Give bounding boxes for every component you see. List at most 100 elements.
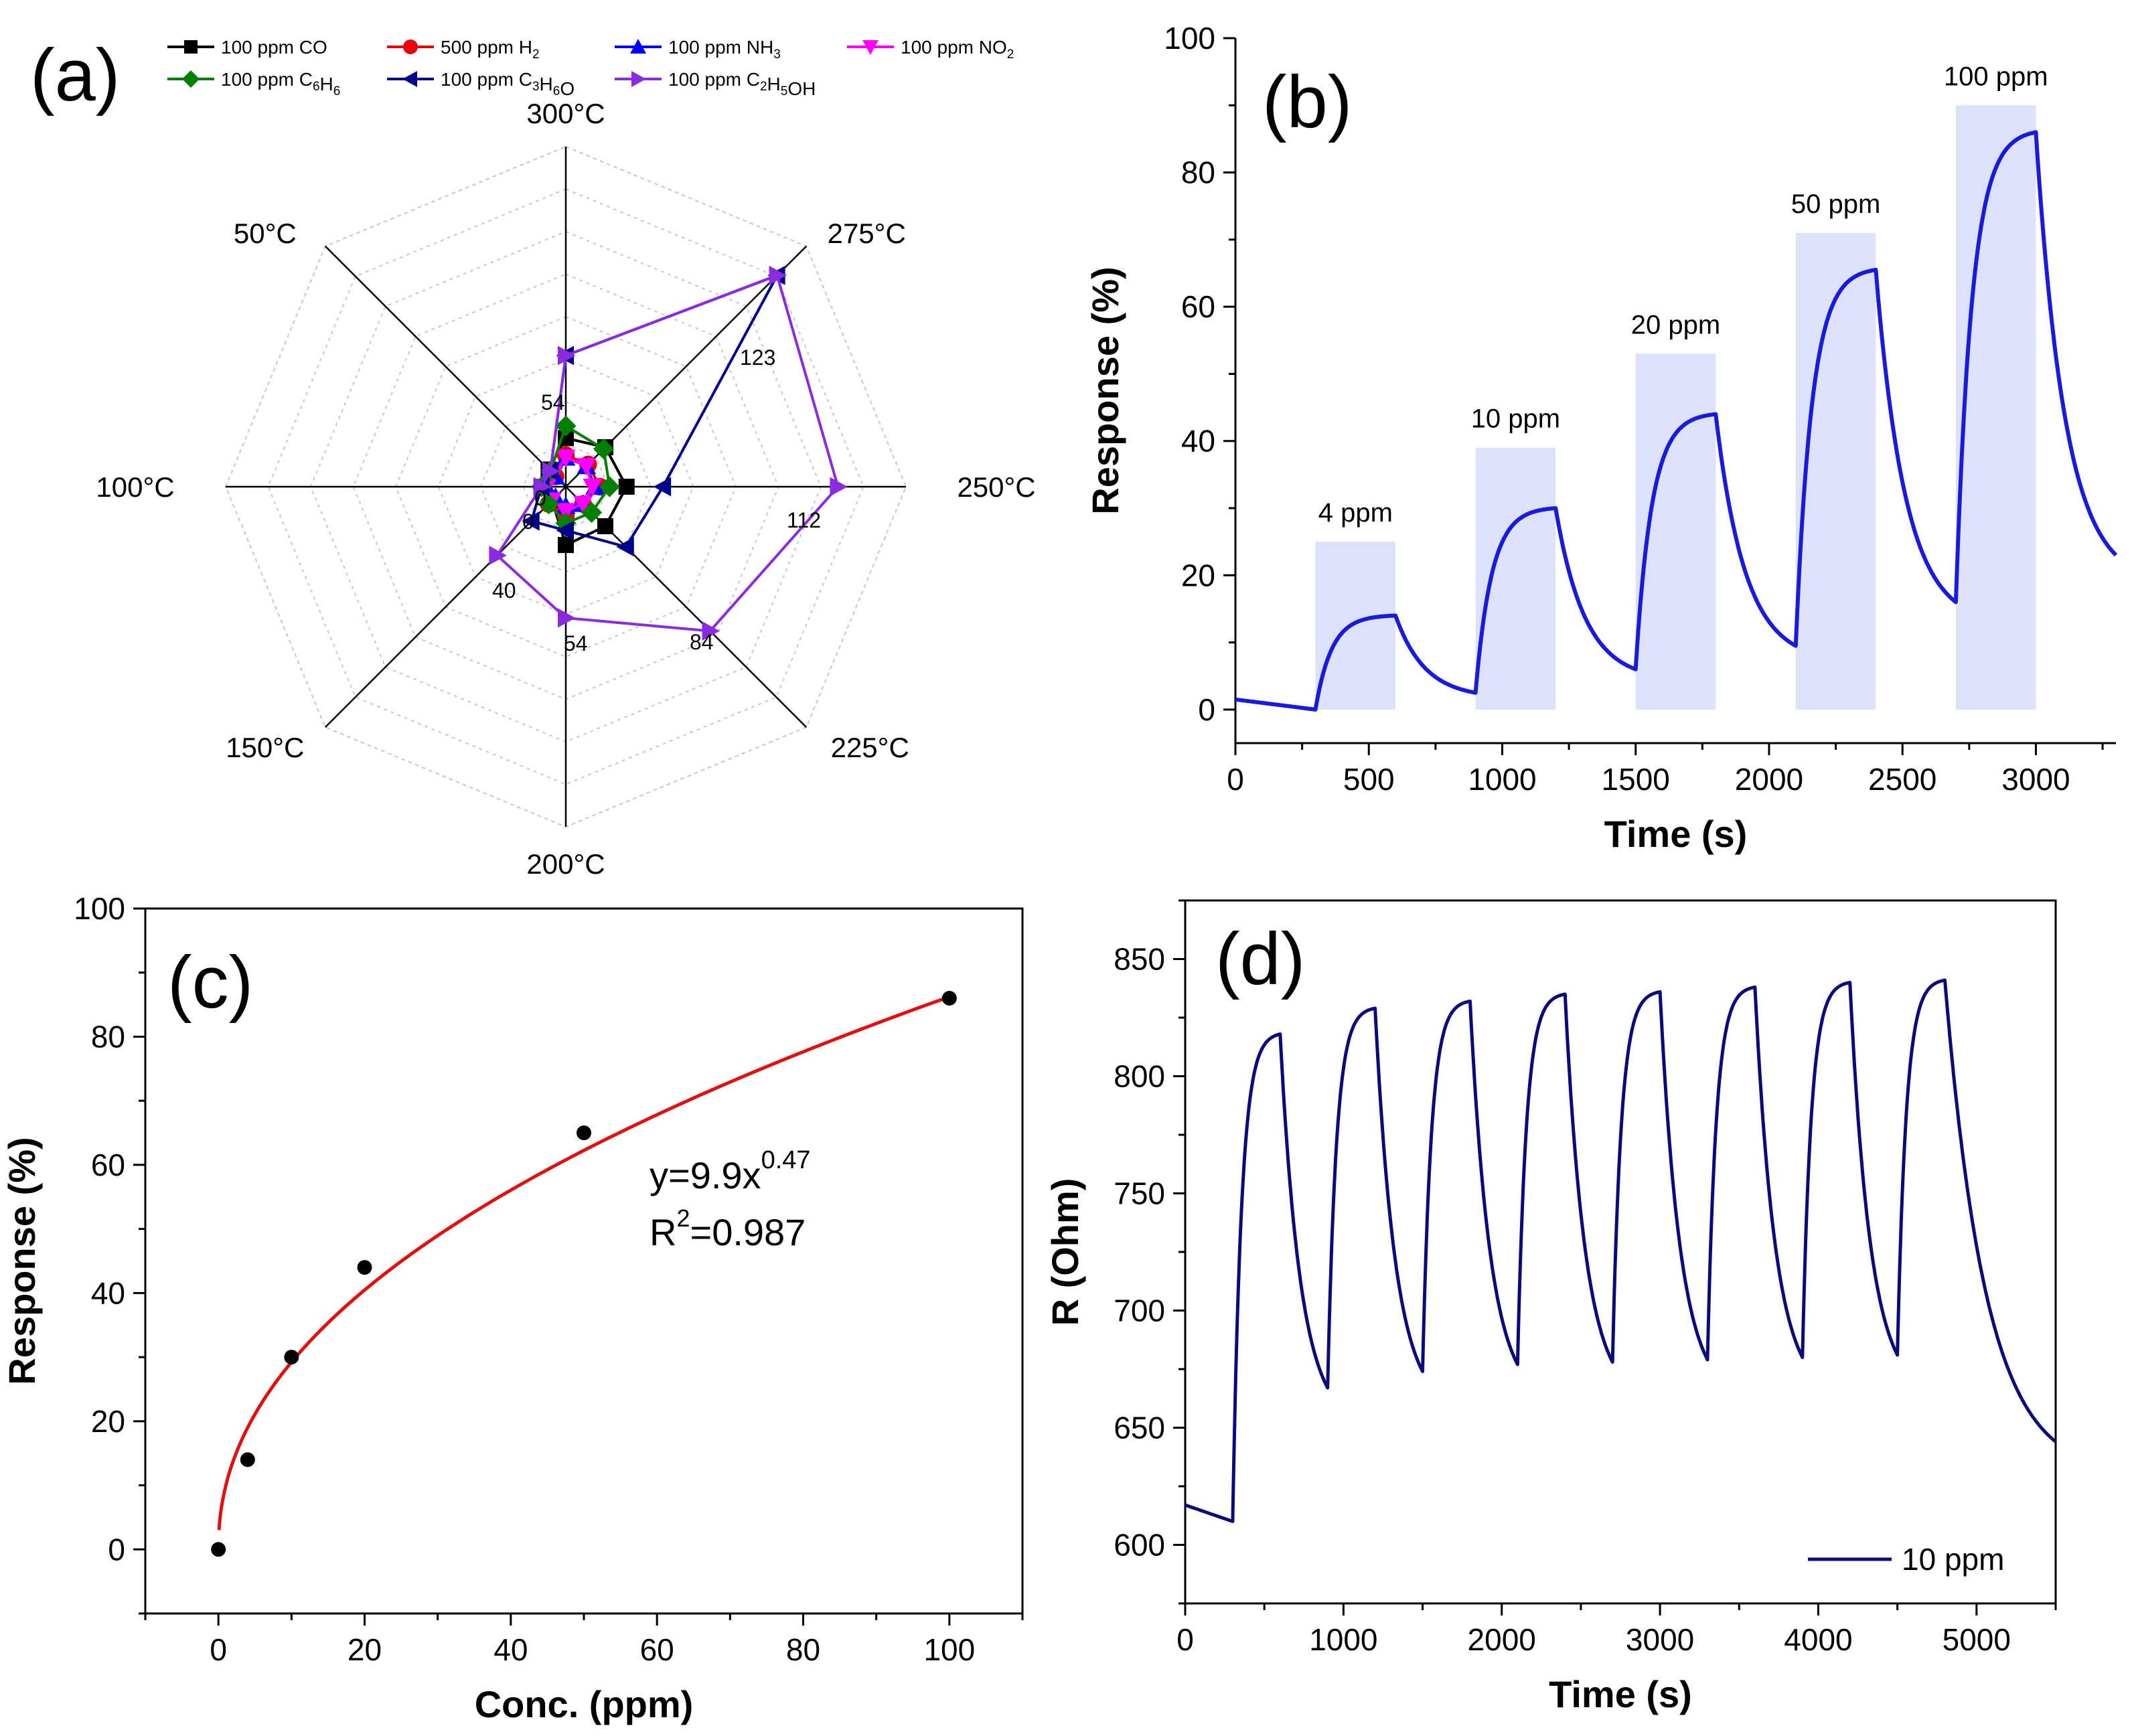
panel-d-resistance-curve [1185,978,2057,1523]
legend-tspan: H [320,74,333,94]
legend-tspan: 2 [760,80,767,94]
legend-marker [630,39,646,54]
x-tick-label: 0 [210,1632,227,1667]
legend-entry: 100 ppm CO [221,37,327,58]
radar-annotation: 0 [534,486,546,510]
x-axis-title: Time (s) [1604,813,1748,855]
x-tick-label: 0 [1176,1622,1194,1657]
radar-marker [522,511,540,531]
y-tick-label: 600 [1114,1528,1165,1563]
legend-tspan: 100 ppm NH [668,37,773,58]
exposure-band [1475,447,1556,710]
radar-spoke [324,245,566,487]
panel-b-exposure-bands [1315,105,2036,710]
legend-tspan: OH [787,78,816,99]
panel-b-letter: (b) [1262,61,1352,143]
panel-b-axes: 0 500 1000 1500 2000 2500 3000 0 20 40 60 80 100 Time… [1084,21,2116,855]
exposure-band [1955,105,2036,710]
x-tick-label: 500 [1343,762,1395,797]
x-tick-label: 4000 [1784,1622,1852,1657]
y-tick-label: 20 [91,1404,125,1439]
concentration-label: 4 ppm [1318,498,1393,528]
legend-entry: 100 ppm NH3 [668,37,781,62]
radar-grid-ring [267,188,864,785]
radar-axis-label: 250°C [957,471,1035,503]
plot-frame [1184,899,2057,1605]
legend-tspan: H [540,74,553,94]
radar-marker [542,461,560,481]
legend-tspan: 500 ppm H [441,37,532,58]
panel-a: (a) 300°C275°C250°C225°C200°C150°C100°C5… [30,34,1036,880]
radar-axis-label: 50°C [234,218,297,249]
y-tick-label: 60 [1181,289,1215,324]
legend-marker [402,71,417,87]
panel-d-axes: 0 1000 2000 3000 4000 5000 600 650 700 750 800 850 T… [1044,899,2057,1715]
legend-entry: 100 ppm NO2 [901,37,1014,62]
radar-marker [769,266,787,285]
legend-marker [631,71,646,87]
radar-spoke [324,486,566,728]
y-axis-title: R (Ohm) [1044,1178,1086,1326]
radar-marker [830,477,848,497]
panel-c-letter: (c) [167,941,253,1024]
concentration-label: 20 ppm [1631,310,1720,339]
radar-axis-label: 100°C [96,471,174,503]
radar-marker [653,477,672,497]
x-tick-label: 1000 [1468,762,1536,797]
legend-tspan: 100 ppm C [668,69,760,90]
y-tick-label: 80 [91,1019,125,1054]
radar-annotation: 84 [690,630,714,654]
y-axis-title: Response (%) [1,1137,43,1385]
radar-grid [224,145,907,828]
response-curve [1235,130,2118,712]
radar-marker [599,476,620,497]
legend-tspan: 5 [781,84,788,98]
x-tick-label: 2000 [1735,762,1803,797]
concentration-label: 50 ppm [1791,189,1880,219]
data-point [284,1350,299,1365]
panel-b: 0 500 1000 1500 2000 2500 3000 0 20 40 60 80 100 Time… [1084,21,2118,855]
radar-annotation: 54 [541,390,565,414]
radar-annotation: 40 [492,578,516,603]
radar-marker [573,495,593,514]
y-tick-label: 80 [1181,155,1215,190]
legend-tspan: 6 [313,80,320,94]
data-point [357,1260,372,1275]
radar-annotation: 123 [740,345,775,370]
x-tick-label: 3000 [1626,1622,1694,1657]
x-tick-label: 60 [640,1632,674,1667]
y-tick-label: 700 [1114,1293,1165,1328]
r-squared: R2=0.987 [650,1204,806,1253]
legend-marker [184,40,198,54]
legend-tspan: 3 [532,80,540,94]
x-tick-label: 2500 [1868,762,1936,797]
legend-tspan: 6 [553,84,560,98]
concentration-label: 10 ppm [1471,404,1560,434]
panel-d: 0 1000 2000 3000 4000 5000 600 650 700 750 800 850 T… [1044,899,2057,1715]
radar-series-group [489,266,848,641]
radar-marker [533,477,552,497]
legend-marker [182,70,200,88]
x-tick-label: 40 [493,1632,528,1667]
legend-tspan: 100 ppm CO [221,37,327,58]
radar-axis-label: 150°C [226,732,304,763]
radar-marker [556,520,574,540]
radar-axis-label: 200°C [526,848,605,880]
radar-annotation: 112 [787,508,821,532]
x-tick-label: 80 [786,1632,820,1667]
radar-marker [538,493,559,515]
resistance-curve [1185,978,2057,1523]
y-tick-label: 650 [1114,1411,1165,1445]
radar-marker [583,479,603,497]
radar-marker [577,458,597,476]
panel-c-points [211,991,957,1557]
radar-axis-labels: 300°C 275°C 250°C 225°C 200°C 150°C 100°C 50°C [96,98,1035,880]
legend-marker [403,40,418,54]
legend-tspan: 6 [333,84,341,98]
legend-tspan: H [767,74,781,94]
legend-tspan: O [560,78,575,99]
legend-tspan: 2 [532,48,540,62]
y-tick-label: 750 [1114,1176,1165,1211]
panel-b-concentration-labels: 4 ppm 10 ppm 20 ppm 50 ppm 100 ppm [1318,62,2048,528]
